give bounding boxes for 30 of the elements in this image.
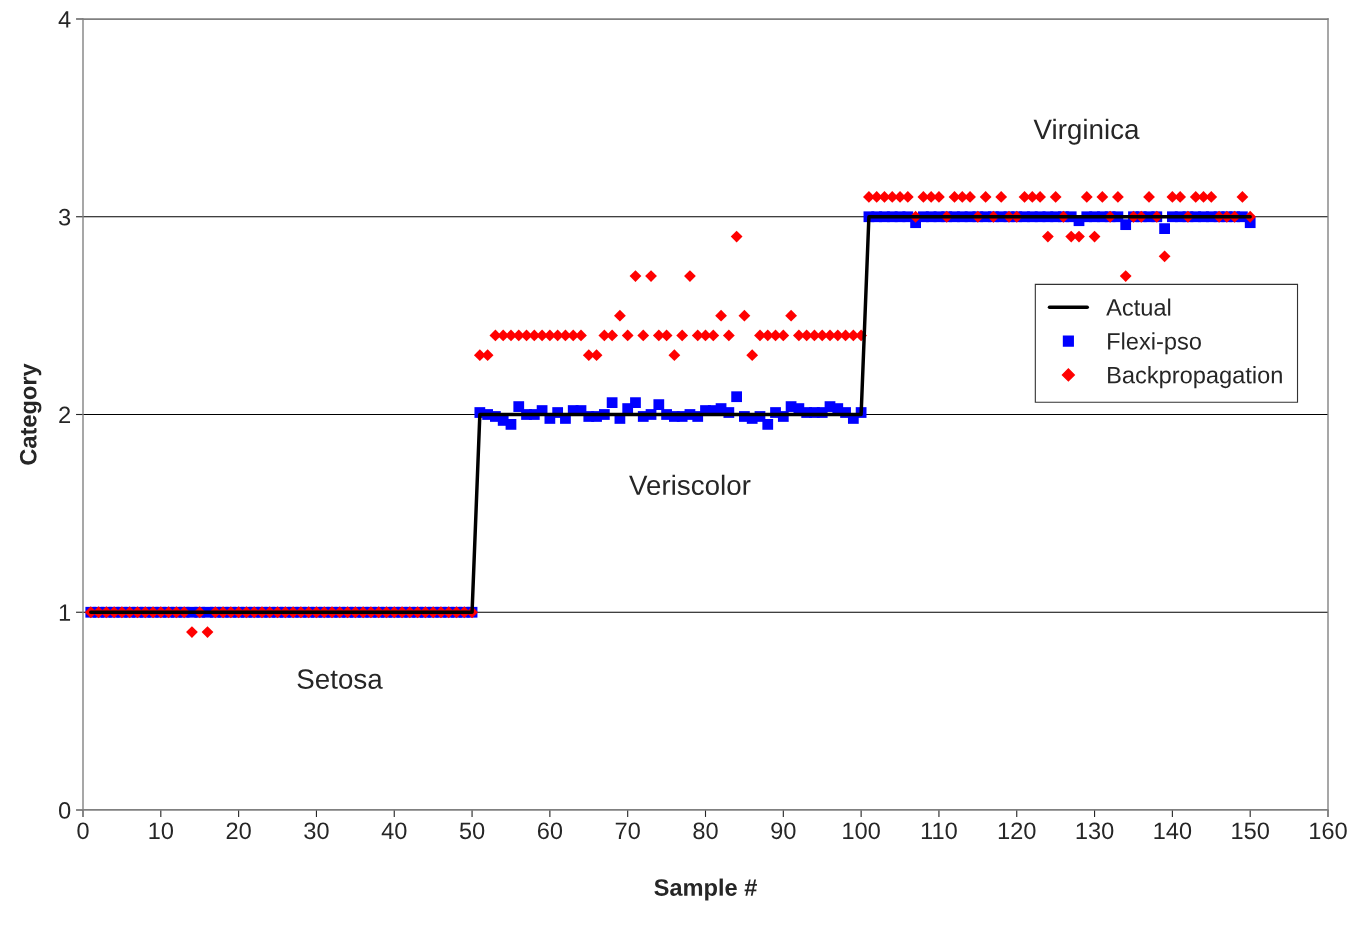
x-axis-title: Sample #	[654, 878, 757, 901]
x-tick-label: 20	[226, 822, 251, 840]
x-tick-label: 90	[771, 822, 796, 840]
y-tick-label: 4	[58, 11, 71, 28]
annotation: Veriscolor	[629, 474, 751, 496]
x-tick-label: 40	[381, 822, 407, 840]
legend-label: Flexi-pso	[1108, 332, 1201, 355]
x-tick-label: 160	[1310, 822, 1347, 840]
y-tick-label: 3	[58, 208, 71, 226]
x-tick-label: 60	[537, 822, 563, 840]
x-tick-label: 10	[149, 822, 174, 840]
y-tick-label: 0	[58, 802, 71, 819]
legend-label: Backpropagation	[1108, 366, 1282, 389]
x-tick-label: 140	[1154, 822, 1192, 840]
annotation: Setosa	[297, 669, 383, 689]
x-tick-label: 120	[998, 822, 1036, 840]
x-tick-label: 130	[1076, 822, 1114, 840]
annotation: Virginica	[1033, 118, 1140, 145]
x-tick-label: 150	[1232, 822, 1269, 840]
x-tick-label: 100	[843, 822, 880, 840]
y-tick-label: 1	[59, 604, 71, 621]
legend-label: Actual	[1106, 298, 1171, 316]
x-tick-label: 30	[304, 822, 329, 840]
x-tick-label: 50	[459, 822, 485, 840]
x-tick-label: 0	[77, 822, 89, 840]
x-tick-label: 70	[615, 822, 640, 840]
x-tick-label: 110	[921, 822, 957, 840]
y-axis-title: Category	[19, 363, 42, 465]
y-tick-label: 2	[59, 406, 71, 424]
x-tick-label: 80	[693, 822, 718, 840]
